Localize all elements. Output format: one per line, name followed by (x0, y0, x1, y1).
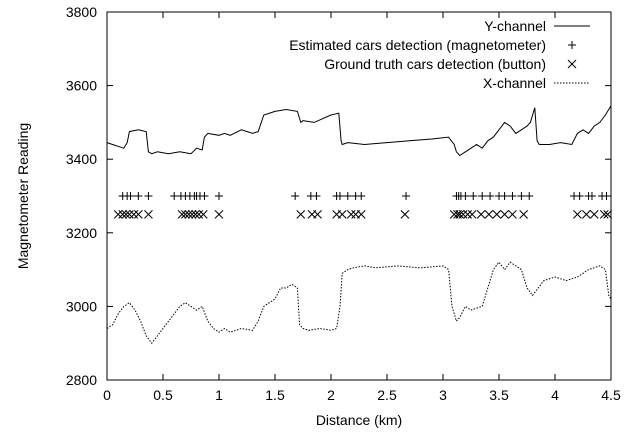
x-axis-title: Distance (km) (316, 412, 402, 428)
y-tick-label: 3600 (66, 78, 97, 94)
estimated-detection-marker (469, 192, 478, 200)
ground-truth-detection-marker (400, 210, 410, 219)
ground-truth-detection-marker (463, 210, 472, 219)
legend-swatch (568, 41, 576, 49)
estimated-detection-marker (478, 192, 487, 200)
estimated-detection-marker (525, 192, 534, 200)
estimated-detection-marker (170, 192, 179, 200)
ground-truth-detection-marker (144, 210, 153, 219)
y-tick-label: 3800 (66, 4, 97, 20)
legend-entry: Y-channel (484, 18, 590, 34)
ground-truth-detection-marker (118, 210, 128, 219)
legend-entry: X-channel (483, 75, 590, 91)
x-tick-label: 2.5 (377, 387, 397, 403)
ground-truth-detection-marker (500, 210, 509, 219)
legend-label: X-channel (483, 75, 546, 91)
ground-truth-detection-marker (184, 210, 194, 219)
ground-truth-detection-marker (296, 210, 306, 219)
estimated-detection-marker (508, 192, 517, 200)
estimated-detection-marker (126, 192, 135, 200)
x-tick-label: 3 (439, 387, 447, 403)
ground-truth-detection-marker (346, 210, 356, 219)
legend-label: Y-channel (484, 18, 546, 34)
ground-truth-detection-marker (313, 210, 322, 219)
x-tick-label: 2 (327, 387, 335, 403)
estimated-detection-marker (291, 192, 300, 200)
ground-truth-detection-marker (187, 210, 197, 219)
ground-truth-detection-marker (134, 210, 143, 219)
ground-truth-detection-marker (519, 210, 528, 219)
x-tick-label: 3.5 (489, 387, 509, 403)
ground-truth-detection-marker (125, 210, 134, 219)
ground-truth-detection-marker (337, 210, 347, 219)
y-tick-label: 3400 (66, 151, 97, 167)
ground-truth-detection-marker (582, 210, 591, 219)
estimated-detection-marker (461, 192, 470, 200)
ground-truth-detection-marker (455, 210, 465, 219)
estimated-detection-marker (575, 192, 584, 200)
ground-truth-detection-marker (467, 210, 477, 219)
ground-truth-detection-marker (121, 210, 131, 219)
ground-truth-detection-marker (194, 210, 204, 219)
plot-lines (106, 105, 612, 345)
ground-truth-detection-marker (589, 210, 599, 219)
legend-entry: Estimated cars detection (magnetometer) (289, 37, 576, 53)
ground-truth-detection-marker (484, 210, 494, 219)
ground-truth-detection-marker (508, 210, 517, 219)
plot-markers (113, 192, 612, 219)
legend-swatch (567, 59, 577, 69)
ground-truth-detection-marker (599, 210, 609, 219)
ground-truth-detection-marker (492, 210, 502, 219)
ground-truth-detection-marker (458, 210, 468, 219)
ground-truth-detection-marker (573, 210, 582, 219)
estimated-detection-marker (517, 192, 526, 200)
legend-label: Estimated cars detection (magnetometer) (289, 37, 546, 53)
x-tick-label: 0.5 (153, 387, 173, 403)
x-axis: 0 0.5 1 1.5 2 2.5 3 3.5 4 4.5 (103, 12, 621, 403)
ground-truth-detection-marker (181, 210, 190, 219)
estimated-detection-marker (335, 192, 344, 200)
legend: Y-channel Estimated cars detection (magne… (289, 18, 590, 91)
estimated-detection-marker (602, 192, 611, 200)
x-tick-label: 0 (103, 387, 111, 403)
x-tick-label: 4.5 (601, 387, 621, 403)
estimated-detection-marker (144, 192, 153, 200)
ground-truth-detection-marker (603, 210, 612, 219)
y-axis-title: Magnetometer Reading (15, 123, 31, 269)
estimated-detection-marker (134, 192, 143, 200)
legend-entry: Ground truth cars detection (button) (324, 56, 577, 72)
plot-frame (106, 11, 612, 381)
estimated-detection-marker (587, 192, 596, 200)
y-axis: 2800 3000 3200 3400 3600 3800 (66, 4, 611, 388)
ground-truth-detection-marker (129, 210, 139, 219)
estimated-detection-marker (500, 192, 509, 200)
x-tick-label: 4 (551, 387, 559, 403)
ground-truth-detection-marker (198, 210, 208, 219)
ground-truth-detection-marker (191, 210, 200, 219)
y-tick-label: 3200 (66, 225, 97, 241)
ground-truth-detection-marker (356, 210, 366, 219)
y-channel-line (106, 105, 612, 157)
ground-truth-detection-marker (113, 210, 123, 219)
ground-truth-detection-marker (177, 210, 187, 219)
ground-truth-detection-marker (214, 210, 224, 219)
estimated-detection-marker (486, 192, 495, 200)
x-tick-label: 1.5 (265, 387, 285, 403)
x-tick-label: 1 (215, 387, 223, 403)
x-channel-line (106, 261, 612, 345)
estimated-detection-marker (312, 192, 321, 200)
legend-label: Ground truth cars detection (button) (324, 56, 546, 72)
estimated-detection-marker (200, 192, 209, 200)
y-tick-label: 3000 (66, 298, 97, 314)
ground-truth-detection-marker (476, 210, 486, 219)
estimated-detection-marker (215, 192, 223, 200)
y-tick-label: 2800 (66, 372, 97, 388)
estimated-detection-marker (343, 192, 352, 200)
estimated-detection-marker (357, 192, 366, 200)
estimated-detection-marker (402, 192, 411, 200)
